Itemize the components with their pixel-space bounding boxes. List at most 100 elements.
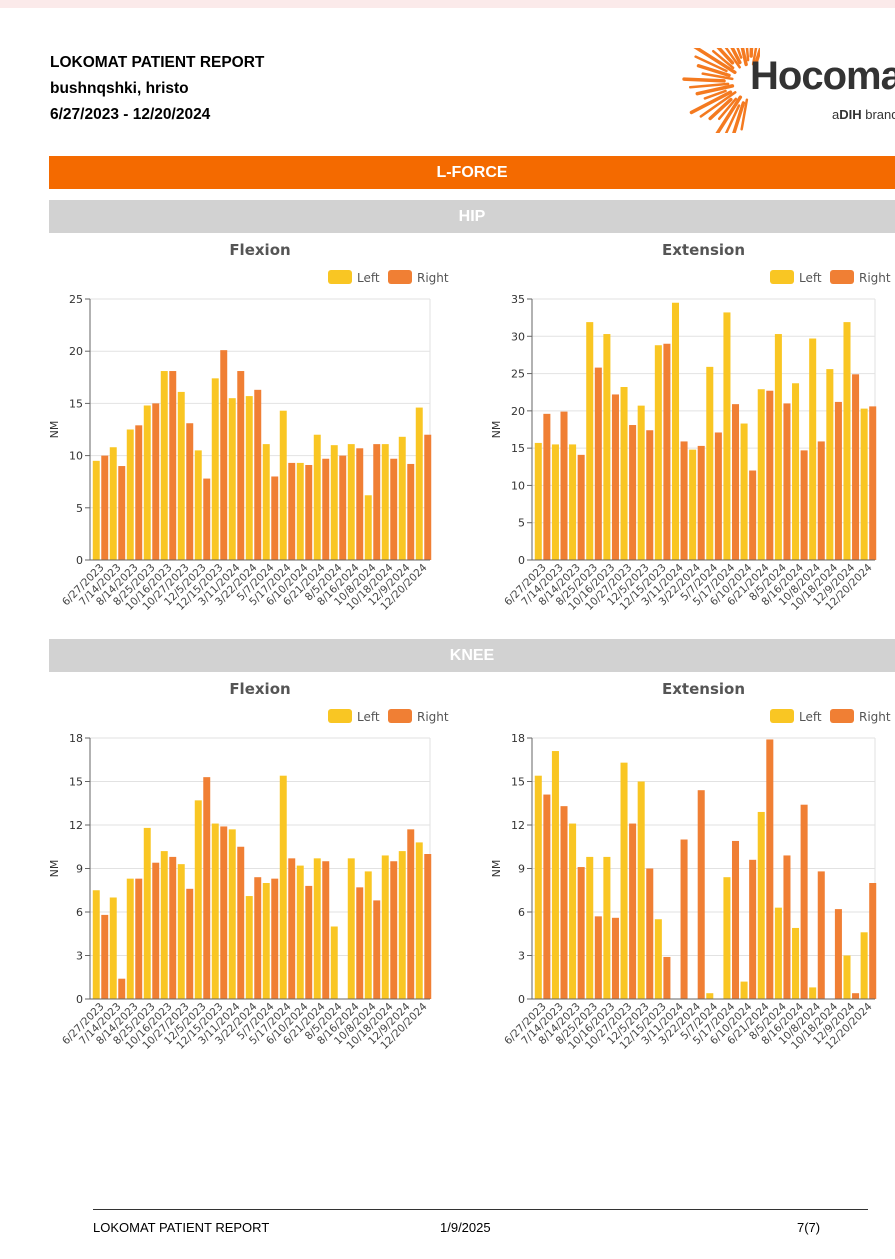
legend-swatch-left xyxy=(770,270,794,284)
bar-right-9 xyxy=(680,441,688,560)
bar-right-18 xyxy=(390,458,398,560)
legend-swatch-left xyxy=(328,709,352,723)
bar-left-2 xyxy=(551,444,559,560)
bar-left-10 xyxy=(689,449,697,560)
bar-left-19 xyxy=(843,955,851,999)
bar-right-6 xyxy=(186,423,194,560)
bar-right-19 xyxy=(407,463,415,560)
bar-left-7 xyxy=(194,450,202,560)
bar-right-10 xyxy=(254,877,262,999)
bar-left-6 xyxy=(177,864,185,999)
logo-ray xyxy=(730,48,742,65)
bar-left-15 xyxy=(774,907,782,999)
bar-left-17 xyxy=(364,871,372,999)
bar-left-13 xyxy=(740,981,748,999)
legend-label-right: Right xyxy=(859,271,891,285)
bar-left-1 xyxy=(534,775,542,999)
legend-label-left: Left xyxy=(357,271,380,285)
logo-ray xyxy=(715,95,743,133)
bar-right-4 xyxy=(594,367,602,560)
y-axis-label: NM xyxy=(490,421,503,439)
bar-left-9 xyxy=(671,302,680,560)
bar-right-18 xyxy=(834,401,842,560)
y-tick-label: 9 xyxy=(76,863,83,876)
bar-left-9 xyxy=(228,829,236,999)
bar-right-3 xyxy=(135,878,143,999)
bar-left-11 xyxy=(262,444,270,560)
logo-ray xyxy=(703,89,727,100)
legend-swatch-left xyxy=(328,270,352,284)
patient-name: bushnqshki, hristo xyxy=(50,80,189,97)
subsection-band-knee: KNEE xyxy=(49,639,895,672)
bar-left-13 xyxy=(740,423,748,560)
bar-right-14 xyxy=(766,390,774,560)
bar-left-5 xyxy=(160,371,168,560)
y-tick-label: 3 xyxy=(76,950,83,963)
bar-left-4 xyxy=(586,856,594,999)
bar-right-12 xyxy=(731,840,740,999)
bar-left-11 xyxy=(706,993,714,999)
y-tick-label: 35 xyxy=(511,293,525,306)
legend-swatch-right xyxy=(830,709,854,723)
y-tick-label: 15 xyxy=(511,442,525,455)
footer-page-number: 7(7) xyxy=(797,1220,821,1235)
legend-swatch-right xyxy=(388,709,412,723)
bar-left-20 xyxy=(415,842,423,999)
logo-ray xyxy=(717,97,738,121)
bar-right-9 xyxy=(680,839,688,999)
bar-right-1 xyxy=(101,455,109,560)
bar-left-10 xyxy=(245,896,253,999)
logo-ray xyxy=(695,84,735,96)
footer-title: LOKOMAT PATIENT REPORT xyxy=(93,1220,270,1235)
y-tick-label: 5 xyxy=(518,517,525,530)
logo-ray xyxy=(701,72,734,81)
bar-left-15 xyxy=(330,445,338,560)
bar-left-1 xyxy=(92,460,100,560)
logo-tagline-suffix: brand xyxy=(861,107,895,122)
bar-right-2 xyxy=(118,466,126,560)
bar-left-16 xyxy=(792,383,800,560)
bar-right-1 xyxy=(543,794,551,999)
bar-right-5 xyxy=(611,394,619,560)
bar-right-11 xyxy=(271,878,279,999)
bar-right-19 xyxy=(852,993,860,999)
logo-ray xyxy=(736,48,743,59)
bar-left-6 xyxy=(177,391,185,560)
logo-ray xyxy=(694,55,728,73)
bar-right-4 xyxy=(594,916,602,999)
bar-left-18 xyxy=(381,855,389,999)
y-tick-label: 15 xyxy=(69,397,83,410)
bar-right-14 xyxy=(322,861,330,999)
chart-title: Extension xyxy=(662,680,745,698)
logo-ray xyxy=(754,48,760,63)
logo-ray xyxy=(693,48,737,75)
y-tick-label: 15 xyxy=(69,776,83,789)
bar-left-11 xyxy=(706,366,714,560)
bar-right-8 xyxy=(220,826,228,999)
y-axis-label: NM xyxy=(48,860,61,878)
logo-ray xyxy=(745,48,750,62)
bar-left-12 xyxy=(723,312,731,560)
bar-right-14 xyxy=(322,458,330,560)
hocoma-logo: Hocoma aDIH brand xyxy=(680,48,895,133)
y-tick-label: 6 xyxy=(518,906,525,919)
bar-right-16 xyxy=(356,448,364,560)
logo-ray xyxy=(689,90,733,115)
bar-left-7 xyxy=(637,405,645,560)
bar-right-5 xyxy=(611,917,619,999)
bar-right-15 xyxy=(339,455,347,560)
logo-ray xyxy=(688,82,730,89)
chart-title: Flexion xyxy=(229,680,290,698)
bar-right-4 xyxy=(152,862,160,999)
logo-ray xyxy=(699,91,737,118)
bar-left-17 xyxy=(364,495,372,560)
legend-swatch-left xyxy=(770,709,794,723)
legend-label-left: Left xyxy=(799,271,822,285)
bar-right-3 xyxy=(135,425,143,560)
bar-left-7 xyxy=(194,800,202,999)
bar-left-18 xyxy=(381,444,389,560)
footer-divider xyxy=(93,1209,868,1210)
logo-ray xyxy=(751,48,758,66)
logo-tagline: aDIH brand xyxy=(832,107,895,122)
footer-date: 1/9/2025 xyxy=(440,1220,491,1235)
